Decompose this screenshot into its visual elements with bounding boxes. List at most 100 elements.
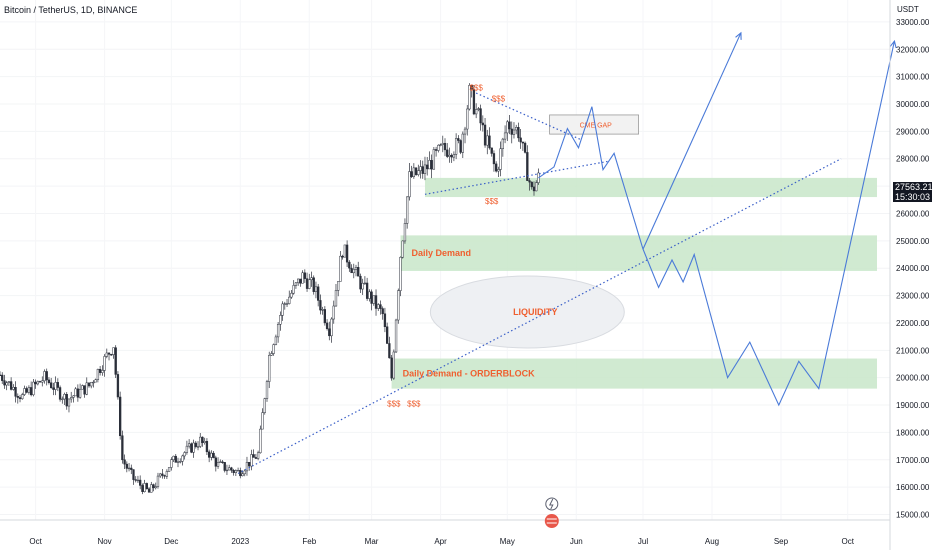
candle xyxy=(381,306,384,320)
candle xyxy=(27,385,31,395)
cme-gap-label: CME GAP xyxy=(580,123,613,130)
candle-body xyxy=(263,398,266,413)
candle-body xyxy=(185,445,189,453)
candle-body xyxy=(490,147,493,154)
candle-body xyxy=(141,485,144,492)
candle xyxy=(399,256,402,297)
candle-body xyxy=(352,269,355,274)
candle-body xyxy=(337,281,340,291)
candle-body xyxy=(1,374,4,381)
candle-body xyxy=(283,303,286,305)
candle-body xyxy=(259,428,262,454)
candle xyxy=(3,374,6,389)
candle xyxy=(147,487,151,493)
candle-body xyxy=(512,129,516,135)
candle-body xyxy=(530,181,533,188)
y-tick-label: 16000.00 xyxy=(896,483,930,492)
candle-body xyxy=(310,277,313,281)
x-tick-label: Apr xyxy=(434,537,447,546)
candle xyxy=(74,387,77,397)
candle xyxy=(192,439,195,458)
candle-body xyxy=(437,144,440,151)
candle xyxy=(276,322,280,343)
candle-body xyxy=(114,347,117,375)
candle-body xyxy=(321,309,324,311)
candle xyxy=(535,180,538,192)
candle-body xyxy=(470,85,473,90)
projection-paths xyxy=(538,31,897,407)
candle-body xyxy=(334,290,338,307)
candle-body xyxy=(303,272,306,279)
candle-body xyxy=(16,396,19,398)
candle xyxy=(165,469,169,480)
candle xyxy=(459,139,462,155)
candle-body xyxy=(339,255,342,282)
candle xyxy=(156,472,160,489)
projection-path xyxy=(642,32,742,250)
demand-zone xyxy=(424,177,877,198)
projection-path xyxy=(538,40,895,407)
candle-body xyxy=(123,459,126,465)
y-tick-label: 26000.00 xyxy=(896,209,930,218)
candle-body xyxy=(85,382,88,395)
candle-body xyxy=(410,171,413,177)
candle xyxy=(54,376,57,396)
liquidity-mark: $$$ xyxy=(407,399,421,408)
candle xyxy=(508,115,511,135)
candle-body xyxy=(421,166,424,174)
candle-body xyxy=(281,303,284,316)
candle-body xyxy=(52,387,55,390)
candle xyxy=(312,275,315,295)
candle-body xyxy=(368,291,371,299)
y-tick-label: 28000.00 xyxy=(896,155,930,164)
candle-body xyxy=(61,398,64,401)
candle-body xyxy=(434,149,438,151)
candle xyxy=(268,351,271,389)
candle xyxy=(56,378,60,392)
x-tick-label: Jul xyxy=(638,537,648,546)
y-tick-label: 29000.00 xyxy=(896,127,930,136)
candle xyxy=(434,146,438,157)
candle xyxy=(408,162,411,201)
candle xyxy=(47,377,51,385)
y-tick-label: 15000.00 xyxy=(896,511,930,520)
candle xyxy=(410,165,413,179)
candle xyxy=(374,289,378,316)
candle xyxy=(486,129,489,155)
candle-body xyxy=(65,394,68,407)
x-tick-label: Aug xyxy=(705,537,719,546)
candle xyxy=(503,125,507,144)
liquidity-label: LIQUIDITY xyxy=(513,307,558,317)
candle-body xyxy=(36,381,39,385)
candle-body xyxy=(477,108,480,110)
candle-body xyxy=(314,286,318,292)
candle-body xyxy=(30,387,33,396)
candle-body xyxy=(234,470,237,474)
candle xyxy=(519,129,522,149)
candle xyxy=(201,436,204,447)
candle xyxy=(419,160,422,179)
candle-body xyxy=(32,381,35,396)
candle-body xyxy=(228,467,231,471)
y-tick-label: 22000.00 xyxy=(896,319,930,328)
candle-body xyxy=(121,435,124,461)
candle xyxy=(81,384,84,390)
candle xyxy=(107,352,111,361)
candle xyxy=(21,392,24,400)
candle-body xyxy=(163,475,166,477)
candle xyxy=(18,394,22,403)
candle xyxy=(78,383,82,399)
candle-body xyxy=(54,382,57,390)
candle-body xyxy=(397,290,400,321)
candle xyxy=(150,481,153,493)
candle xyxy=(236,467,240,472)
candle xyxy=(450,153,453,163)
candle xyxy=(475,103,478,119)
candle-body xyxy=(179,461,182,463)
candle xyxy=(337,281,340,297)
currency-label: USDT xyxy=(897,5,919,14)
x-tick-label: Mar xyxy=(365,537,379,546)
candle-body xyxy=(508,121,511,130)
candle-body xyxy=(90,382,93,387)
